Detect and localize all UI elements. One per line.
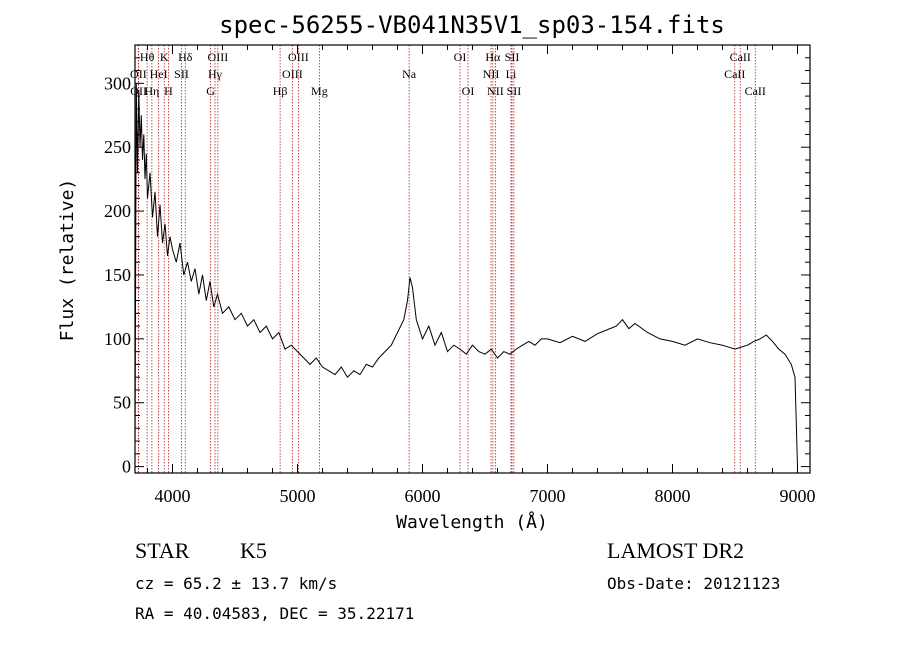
line-label: Hδ [178,50,193,64]
line-label: Hη [144,84,159,98]
line-markers [137,45,756,473]
survey-name: LAMOST DR2 [607,538,745,563]
line-label: SII [174,67,189,81]
y-tick-label: 150 [104,265,131,285]
y-tick-label: 100 [104,329,131,349]
x-tick-label: 9000 [780,486,816,506]
line-label: CaII [730,50,751,64]
y-axis-ticks: 0 50 100 150 200 250 300 [104,57,810,477]
line-label: G [206,84,215,98]
y-tick-label: 0 [122,457,131,477]
line-label: H [164,84,173,98]
y-tick-label: 200 [104,201,131,221]
line-label: Mg [311,84,328,98]
line-label: OIII [288,50,309,64]
line-label: OIII [208,50,229,64]
chart-title: spec-56255-VB041N35V1_sp03-154.fits [219,11,725,39]
x-axis-ticks: 4000 5000 6000 7000 8000 9000 [147,45,816,506]
obs-date-text: Obs-Date: 20121123 [607,574,781,593]
line-label: HeI [150,67,168,81]
line-label: Hβ [273,84,288,98]
line-label: SII [507,84,522,98]
x-axis-label: Wavelength (Å) [396,511,548,533]
line-label: Hθ [140,50,155,64]
x-tick-label: 6000 [405,486,441,506]
line-label: SII [505,50,520,64]
x-tick-label: 5000 [280,486,316,506]
line-label: OIII [282,67,303,81]
line-label: Na [402,67,417,81]
y-tick-label: 300 [104,73,131,93]
x-tick-label: 7000 [530,486,566,506]
line-label: CaII [724,67,745,81]
spectrum-line [134,83,798,467]
line-label: CaII [745,84,766,98]
line-label: OI [454,50,467,64]
coordinates-text: RA = 40.04583, DEC = 35.22171 [135,604,415,623]
y-tick-label: 50 [113,393,131,413]
line-label: Li [506,67,517,81]
x-tick-label: 8000 [655,486,691,506]
object-class: STAR [135,538,190,563]
line-label: OI [462,84,475,98]
line-label: OII [130,67,147,81]
y-tick-label: 250 [104,137,131,157]
line-label: NII [483,67,500,81]
x-tick-label: 4000 [155,486,191,506]
line-label: K [160,50,169,64]
plot-frame [134,44,811,474]
y-axis-label: Flux (relative) [57,179,78,342]
redshift-text: cz = 65.2 ± 13.7 km/s [135,574,338,593]
line-label: NII [487,84,504,98]
line-label: Hα [485,50,501,64]
line-label: Hγ [208,67,223,81]
object-subclass: K5 [240,538,267,563]
